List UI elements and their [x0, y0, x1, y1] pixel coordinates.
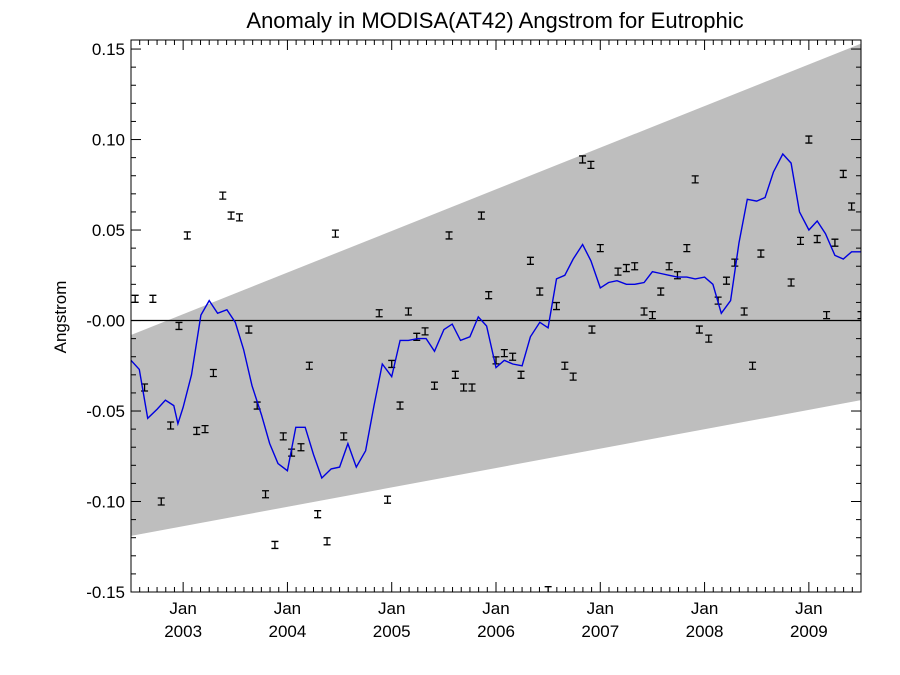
data-point — [569, 372, 577, 381]
data-point — [219, 191, 227, 200]
data-point — [691, 175, 699, 184]
data-point — [323, 537, 331, 546]
series-line — [131, 152, 861, 480]
data-point — [757, 249, 765, 258]
data-point — [131, 294, 139, 303]
data-point — [831, 238, 839, 247]
data-point — [340, 432, 348, 441]
data-point — [201, 424, 209, 434]
data-point — [588, 325, 596, 334]
data-point — [509, 352, 517, 361]
data-point — [749, 361, 757, 370]
x-tick-label-year: 2005 — [373, 622, 411, 641]
x-tick-label-year: 2004 — [269, 622, 307, 641]
data-point — [384, 495, 392, 504]
data-point — [183, 231, 191, 240]
data-point — [526, 256, 534, 265]
data-point — [665, 262, 673, 271]
data-point — [297, 443, 305, 452]
x-tick-label-year: 2008 — [686, 622, 724, 641]
data-point — [175, 321, 183, 331]
data-point — [631, 262, 639, 271]
data-point — [596, 243, 604, 253]
x-tick-label-month: Jan — [274, 599, 301, 618]
x-tick-label-year: 2003 — [164, 622, 202, 641]
y-tick-label: -0.10 — [86, 493, 125, 512]
y-tick-label: -0.00 — [86, 312, 125, 331]
uncertainty-band — [131, 43, 861, 536]
axis-ticks: 0.15 0.10 0.05 -0.00 -0.05 -0.10 -0.15 Jan 2003 J… — [86, 40, 861, 641]
data-point — [468, 383, 476, 392]
y-tick-label: -0.15 — [86, 583, 125, 602]
data-point — [552, 301, 560, 311]
x-tick-label-month: Jan — [169, 599, 196, 618]
data-point — [404, 307, 412, 316]
data-point — [705, 334, 713, 343]
data-point — [477, 211, 485, 220]
data-point — [262, 490, 270, 499]
data-point — [235, 213, 243, 222]
data-point — [787, 278, 795, 287]
data-point — [460, 383, 468, 392]
x-tick-label-month: Jan — [691, 599, 718, 618]
data-point — [517, 370, 525, 379]
y-tick-label: -0.05 — [86, 402, 125, 421]
y-tick-label: 0.10 — [92, 131, 125, 150]
data-point — [279, 432, 287, 441]
data-point — [271, 540, 279, 550]
y-tick-label: 0.15 — [92, 40, 125, 59]
data-point — [587, 160, 595, 170]
data-point — [839, 169, 847, 179]
data-point — [193, 426, 201, 436]
data-point — [331, 229, 339, 238]
data-point — [640, 307, 648, 316]
data-point — [430, 381, 438, 390]
data-point — [167, 421, 175, 430]
data-point — [485, 291, 493, 300]
plot-area — [131, 43, 861, 592]
data-point — [797, 236, 805, 246]
data-point — [445, 231, 453, 240]
data-point — [805, 135, 813, 144]
data-point — [657, 287, 665, 296]
data-point — [314, 510, 322, 519]
chart-title: Anomaly in MODISA(AT42) Angstrom for Eut… — [246, 8, 743, 33]
y-tick-label: 0.05 — [92, 221, 125, 240]
x-tick-label-year: 2009 — [790, 622, 828, 641]
data-point — [614, 267, 622, 276]
data-point — [375, 309, 383, 318]
data-point — [813, 234, 821, 244]
data-point — [740, 307, 748, 316]
x-tick-label-year: 2007 — [581, 622, 619, 641]
x-tick-label-month: Jan — [482, 599, 509, 618]
data-point — [396, 401, 404, 410]
data-point — [421, 327, 429, 336]
data-point — [561, 361, 569, 370]
data-point — [722, 276, 730, 285]
data-point — [848, 202, 856, 211]
y-axis-label: Angstrom — [51, 281, 70, 354]
data-point — [157, 497, 165, 506]
data-point — [500, 348, 508, 358]
plot-frame — [130, 39, 862, 593]
x-tick-label-month: Jan — [378, 599, 405, 618]
data-point — [683, 243, 691, 253]
data-point — [536, 287, 544, 296]
data-point — [305, 361, 313, 370]
data-point — [227, 211, 235, 220]
x-tick-label-month: Jan — [795, 599, 822, 618]
data-point — [579, 155, 587, 164]
data-point — [857, 310, 861, 320]
data-point — [149, 294, 157, 303]
data-point — [451, 370, 459, 379]
data-point — [245, 325, 253, 334]
data-point — [209, 368, 217, 378]
data-point — [622, 263, 630, 273]
x-tick-label-year: 2006 — [477, 622, 515, 641]
data-point — [648, 310, 656, 320]
x-tick-label-month: Jan — [587, 599, 614, 618]
data-point — [695, 325, 703, 334]
data-point — [823, 310, 831, 320]
